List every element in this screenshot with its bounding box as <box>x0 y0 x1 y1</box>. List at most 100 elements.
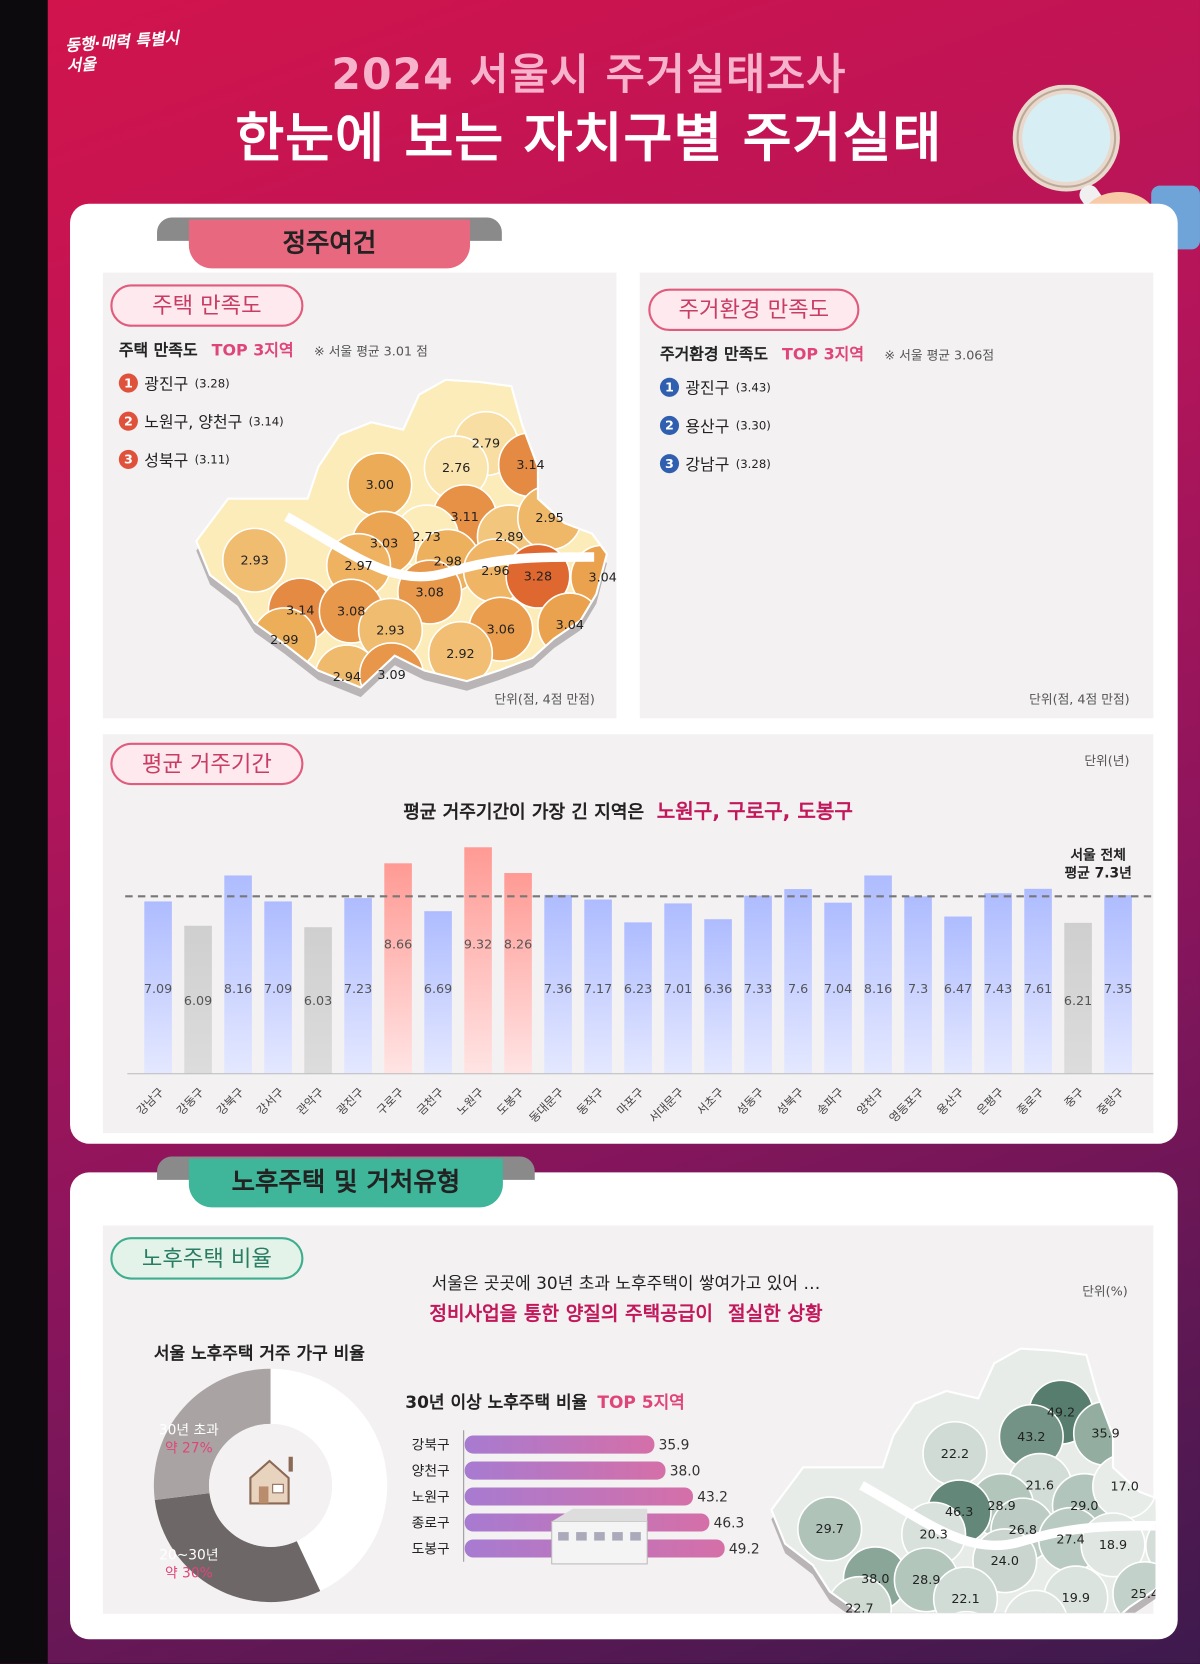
roof <box>551 1508 648 1522</box>
bar-value-label: 6.09 <box>184 994 212 1009</box>
window <box>272 1483 284 1494</box>
door <box>258 1486 269 1504</box>
district-value: 2.89 <box>495 530 523 545</box>
rank-score: (3.28) <box>194 376 230 390</box>
rank-score: (3.11) <box>194 452 230 467</box>
average-note: ※ 서울 평균 3.01 점 <box>314 343 428 359</box>
donut-segment <box>154 1493 321 1603</box>
environment-satisfaction-pill: 주거환경 만족도 <box>648 288 860 332</box>
unit-label: 단위(%) <box>1082 1283 1128 1299</box>
district-value: 3.06 <box>487 622 515 637</box>
bar-value-label: 7.09 <box>264 982 292 997</box>
top5-bar-chart: 강북구 35.9 양천구 38.0 노원구 43.2 종로구 46.3 도봉구 49.2 <box>412 1430 760 1565</box>
bar-value-label: 6.36 <box>704 982 732 997</box>
rank-district: 광진구 <box>685 378 730 398</box>
bar-value-label: 6.03 <box>304 994 332 1009</box>
bar-value: 35.9 <box>659 1437 690 1453</box>
bar-송파구 <box>824 902 852 1074</box>
window <box>594 1532 605 1541</box>
message-part: 정비사업을 통한 양질의 주택공급이 <box>429 1302 713 1326</box>
left-border <box>0 0 48 1664</box>
segment-label: 30년 초과 <box>159 1422 219 1438</box>
district-value: 2.93 <box>376 623 404 638</box>
district-value: 3.00 <box>366 478 394 493</box>
category-label: 은평구 <box>974 1085 1007 1118</box>
average-note: ※ 서울 평균 3.06점 <box>884 348 995 363</box>
message-part: 절실한 상황 <box>728 1302 823 1326</box>
rank-number: 1 <box>118 373 138 393</box>
donut-segment <box>270 1368 388 1592</box>
category-label: 송파구 <box>814 1085 847 1118</box>
category-label: 성북구 <box>774 1085 807 1118</box>
environment-satisfaction-map: 2.892.793.073.203.122.952.732.873.022.99… <box>640 273 1154 719</box>
window <box>612 1532 623 1541</box>
bar-value-label: 7.04 <box>824 982 852 997</box>
bar-value-label: 9.32 <box>464 938 492 953</box>
district-name: 노원구 <box>412 1489 450 1505</box>
district-value: 3.08 <box>416 585 444 600</box>
district-value: 17.0 <box>1110 1480 1138 1495</box>
bar-value-label: 7.6 <box>788 982 808 997</box>
segment-value: 약 27% <box>165 1441 213 1457</box>
segment-label: 20~30년 <box>159 1548 218 1564</box>
housing-satisfaction-pill: 주택 만족도 <box>110 284 304 327</box>
district-name: 종로구 <box>412 1515 450 1531</box>
rank-item: 2 노원구, 양천구 (3.14) <box>118 410 284 433</box>
top5-title-text: 30년 이상 노후주택 비율 <box>405 1392 588 1413</box>
average-label-line2: 평균 7.3년 <box>1064 865 1132 882</box>
bar-관악구 <box>304 927 332 1074</box>
district-cell <box>1145 1513 1156 1579</box>
district-value: 29.0 <box>1070 1499 1098 1514</box>
bar-성북구 <box>784 889 812 1074</box>
message-line1: 서울은 곳곳에 30년 초과 노후주택이 쌓여가고 있어 … <box>431 1273 821 1294</box>
subtitle-text: 주택 만족도 <box>118 340 198 360</box>
bar-성동구 <box>744 895 772 1074</box>
bar-용산구 <box>944 916 972 1074</box>
bar-value: 43.2 <box>697 1489 728 1505</box>
category-label: 광진구 <box>334 1085 367 1118</box>
map-outline <box>195 378 609 689</box>
district-name: 도봉구 <box>412 1541 450 1557</box>
district-value: 28.9 <box>912 1573 940 1588</box>
bar-value-label: 7.35 <box>1104 982 1132 997</box>
bar-동대문구 <box>544 894 572 1074</box>
district-value: 2.99 <box>270 633 298 648</box>
district-value: 25.4 <box>1131 1587 1156 1602</box>
top-label: TOP 3지역 <box>782 344 864 364</box>
district-value: 28.9 <box>987 1499 1015 1514</box>
bar-강서구 <box>264 901 292 1074</box>
rank-item: 3 성북구 (3.11) <box>118 448 284 471</box>
bar-value-label: 7.23 <box>344 982 372 997</box>
bar-value: 38.0 <box>670 1463 701 1479</box>
bar-영등포구 <box>904 896 932 1074</box>
district-cell <box>932 1566 999 1613</box>
bar-value-label: 7.33 <box>744 982 772 997</box>
category-label: 종로구 <box>1014 1085 1047 1118</box>
unit-label: 단위(점, 4점 만점) <box>494 691 595 707</box>
district-value: 2.92 <box>446 647 474 662</box>
rank-score: (3.28) <box>735 456 771 471</box>
district-name: 강북구 <box>412 1437 450 1453</box>
district-value: 2.93 <box>240 553 268 568</box>
han-river <box>284 512 595 582</box>
district-value: 2.97 <box>344 559 372 574</box>
bar-강북구 <box>464 1435 655 1454</box>
rank-number: 3 <box>659 454 680 474</box>
district-value: 26.8 <box>1009 1523 1037 1538</box>
bar-광진구 <box>344 898 372 1074</box>
district-value: 18.9 <box>1099 1538 1127 1553</box>
district-value: 3.28 <box>524 569 552 584</box>
residence-headline: 평균 거주기간이 가장 긴 지역은 노원구, 구로구, 도봉구 <box>103 796 1153 825</box>
unit-label: 단위(점, 4점 만점) <box>1029 691 1130 707</box>
housing-ranks: 1 광진구 (3.28) 2 노원구, 양천구 (3.14) 3 성북구 (3.11) <box>118 371 284 486</box>
bar-value: 46.3 <box>714 1515 745 1531</box>
top-label: TOP 3지역 <box>211 340 294 360</box>
rank-number: 2 <box>659 415 680 436</box>
district-value: 22.1 <box>951 1592 979 1607</box>
subtitle-text: 주거환경 만족도 <box>659 344 768 364</box>
rank-number: 1 <box>659 377 680 397</box>
district-value: 3.03 <box>370 536 398 551</box>
bar-중랑구 <box>1104 895 1132 1074</box>
bar-value: 49.2 <box>729 1541 760 1557</box>
